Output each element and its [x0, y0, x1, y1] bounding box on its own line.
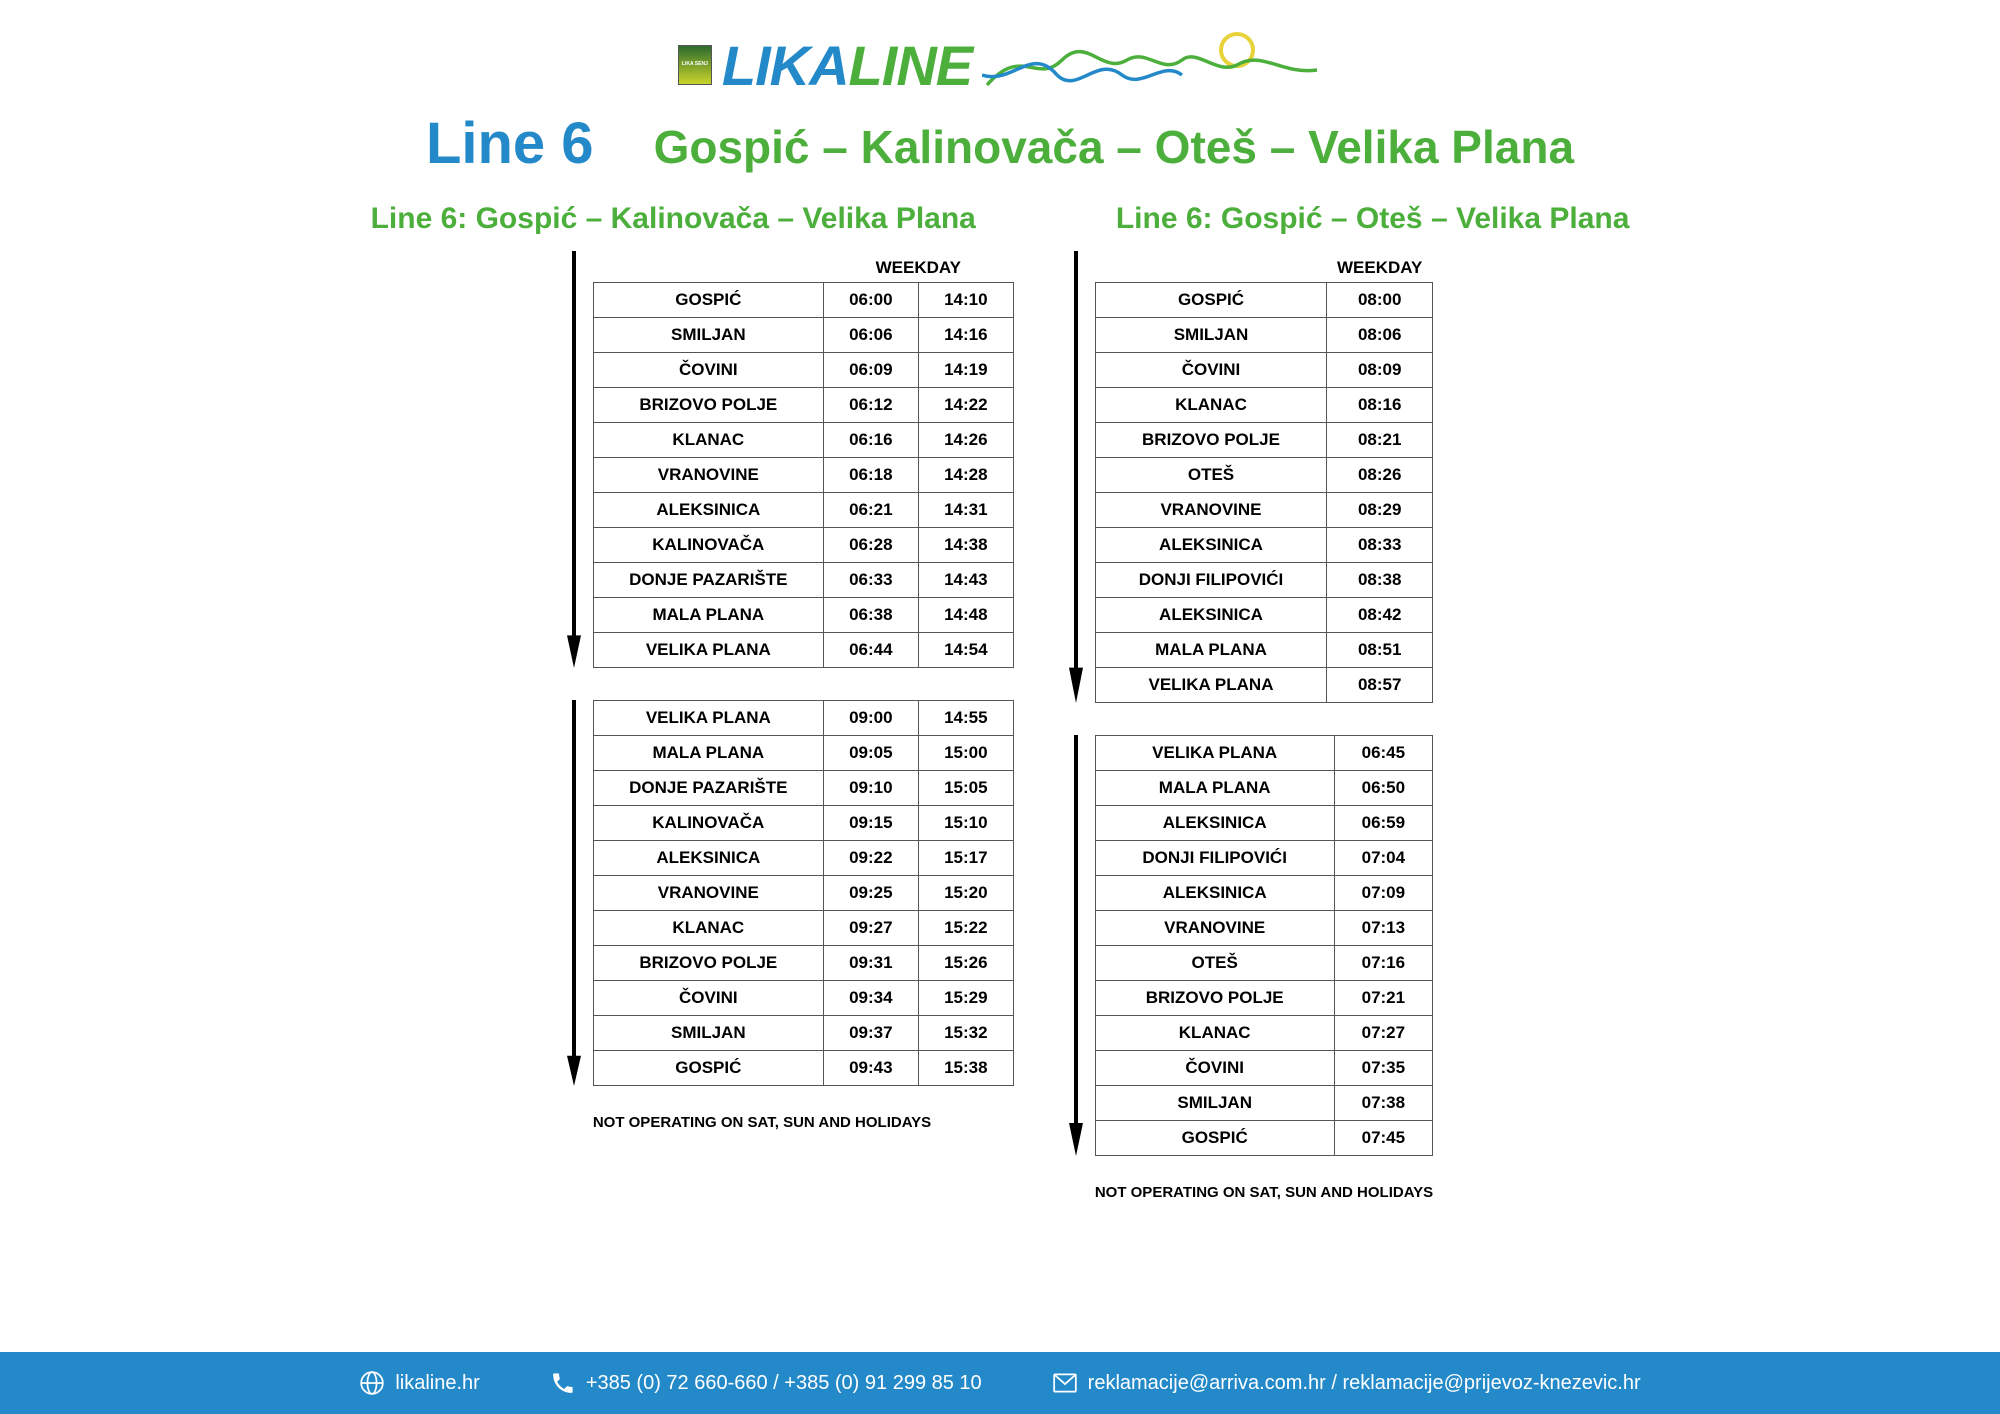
- right-table-column: WEEKDAY GOSPIĆ 08:00 SMILJAN 08:06 ČOVINI 0…: [1069, 251, 1433, 1201]
- website-link[interactable]: likaline.hr: [359, 1370, 479, 1396]
- table-row: MALA PLANA 08:51: [1095, 633, 1432, 668]
- table-row: GOSPIĆ 07:45: [1095, 1121, 1432, 1156]
- left-outbound-table[interactable]: WEEKDAY GOSPIĆ 06:00 14:10 SMILJAN 06:06 14:…: [593, 251, 1014, 668]
- table-row: VELIKA PLANA 06:44 14:54: [593, 633, 1013, 668]
- logo-swirl-icon: [982, 30, 1322, 100]
- shield-icon: LIKA SENJ: [678, 45, 712, 85]
- table-row: BRIZOVO POLJE 07:21: [1095, 981, 1432, 1016]
- table-row: KALINOVAČA 09:15 15:10: [593, 806, 1013, 841]
- table-row: VRANOVINE 08:29: [1095, 493, 1432, 528]
- globe-icon: [359, 1370, 385, 1396]
- phone-contact[interactable]: +385 (0) 72 660-660 / +385 (0) 91 299 85…: [550, 1370, 982, 1396]
- right-outbound-table[interactable]: WEEKDAY GOSPIĆ 08:00 SMILJAN 08:06 ČOVINI 0…: [1095, 251, 1433, 703]
- tables-container: WEEKDAY GOSPIĆ 06:00 14:10 SMILJAN 06:06 14:…: [0, 251, 2000, 1201]
- left-inbound-table[interactable]: VELIKA PLANA 09:00 14:55 MALA PLANA 09:05 15…: [593, 700, 1014, 1086]
- table-row: ČOVINI 06:09 14:19: [593, 353, 1013, 388]
- table-row: ČOVINI 08:09: [1095, 353, 1432, 388]
- brand-logo: LIKALINE: [722, 33, 972, 98]
- left-table-column: WEEKDAY GOSPIĆ 06:00 14:10 SMILJAN 06:06 14:…: [567, 251, 1014, 1201]
- not-operating-label-right: NOT OPERATING ON SAT, SUN AND HOLIDAYS: [1095, 1184, 1433, 1201]
- title-row: Line 6 Gospić – Kalinovača – Oteš – Veli…: [0, 110, 2000, 177]
- table-row: KLANAC 07:27: [1095, 1016, 1432, 1051]
- table-row: SMILJAN 06:06 14:16: [593, 318, 1013, 353]
- table-row: DONJE PAZARIŠTE 06:33 14:43: [593, 563, 1013, 598]
- table-row: MALA PLANA 09:05 15:00: [593, 736, 1013, 771]
- right-inbound-row: VELIKA PLANA 06:45 MALA PLANA 06:50 ALEKSI…: [1069, 735, 1433, 1156]
- table-row: VRANOVINE 07:13: [1095, 911, 1432, 946]
- phone-icon: [550, 1370, 576, 1396]
- table-row: BRIZOVO POLJE 08:21: [1095, 423, 1432, 458]
- subtitle-right: Line 6: Gospić – Oteš – Velika Plana: [1116, 202, 1630, 236]
- table-row: BRIZOVO POLJE 09:31 15:26: [593, 946, 1013, 981]
- route-title-label: Gospić – Kalinovača – Oteš – Velika Plan…: [654, 120, 1574, 174]
- table-row: GOSPIĆ 08:00: [1095, 283, 1432, 318]
- subtitle-row: Line 6: Gospić – Kalinovača – Velika Pla…: [0, 202, 2000, 236]
- right-inbound-table[interactable]: VELIKA PLANA 06:45 MALA PLANA 06:50 ALEKSI…: [1095, 735, 1433, 1156]
- table-row: VELIKA PLANA 08:57: [1095, 668, 1432, 703]
- envelope-icon: [1052, 1370, 1078, 1396]
- table-row: VELIKA PLANA 06:45: [1095, 736, 1432, 771]
- table-row: SMILJAN 09:37 15:32: [593, 1016, 1013, 1051]
- table-row: BRIZOVO POLJE 06:12 14:22: [593, 388, 1013, 423]
- not-operating-label-left: NOT OPERATING ON SAT, SUN AND HOLIDAYS: [593, 1114, 1014, 1131]
- table-row: ALEKSINICA 06:59: [1095, 806, 1432, 841]
- table-row: VRANOVINE 06:18 14:28: [593, 458, 1013, 493]
- email-contact[interactable]: reklamacije@arriva.com.hr / reklamacije@…: [1052, 1370, 1641, 1396]
- table-row: DONJI FILIPOVIĆI 08:38: [1095, 563, 1432, 598]
- direction-arrow-icon: [1069, 735, 1083, 1156]
- table-row: VRANOVINE 09:25 15:20: [593, 876, 1013, 911]
- table-row: KLANAC 08:16: [1095, 388, 1432, 423]
- table-row: KLANAC 09:27 15:22: [593, 911, 1013, 946]
- table-row: SMILJAN 07:38: [1095, 1086, 1432, 1121]
- table-row: ČOVINI 09:34 15:29: [593, 981, 1013, 1016]
- table-row: ALEKSINICA 08:33: [1095, 528, 1432, 563]
- direction-arrow-icon: [1069, 251, 1083, 703]
- table-row: OTEŠ 07:16: [1095, 946, 1432, 981]
- left-inbound-row: VELIKA PLANA 09:00 14:55 MALA PLANA 09:05 15…: [567, 700, 1014, 1086]
- table-row: ALEKSINICA 07:09: [1095, 876, 1432, 911]
- footer-bar: likaline.hr +385 (0) 72 660-660 / +385 (…: [0, 1352, 2000, 1414]
- table-row: OTEŠ 08:26: [1095, 458, 1432, 493]
- table-row: ALEKSINICA 06:21 14:31: [593, 493, 1013, 528]
- table-row: ALEKSINICA 09:22 15:17: [593, 841, 1013, 876]
- table-row: MALA PLANA 06:50: [1095, 771, 1432, 806]
- table-row: GOSPIĆ 09:43 15:38: [593, 1051, 1013, 1086]
- table-row: DONJE PAZARIŠTE 09:10 15:05: [593, 771, 1013, 806]
- table-row: MALA PLANA 06:38 14:48: [593, 598, 1013, 633]
- right-outbound-row: WEEKDAY GOSPIĆ 08:00 SMILJAN 08:06 ČOVINI 0…: [1069, 251, 1433, 703]
- logo-row: LIKA SENJ LIKALINE: [0, 0, 2000, 100]
- table-row: ALEKSINICA 08:42: [1095, 598, 1432, 633]
- direction-arrow-icon: [567, 700, 581, 1086]
- table-row: ČOVINI 07:35: [1095, 1051, 1432, 1086]
- direction-arrow-icon: [567, 251, 581, 668]
- line-number-label: Line 6: [426, 110, 594, 177]
- table-row: SMILJAN 08:06: [1095, 318, 1432, 353]
- table-row: KLANAC 06:16 14:26: [593, 423, 1013, 458]
- table-row: GOSPIĆ 06:00 14:10: [593, 283, 1013, 318]
- table-row: DONJI FILIPOVIĆI 07:04: [1095, 841, 1432, 876]
- table-row: VELIKA PLANA 09:00 14:55: [593, 701, 1013, 736]
- left-outbound-row: WEEKDAY GOSPIĆ 06:00 14:10 SMILJAN 06:06 14:…: [567, 251, 1014, 668]
- table-row: KALINOVAČA 06:28 14:38: [593, 528, 1013, 563]
- subtitle-left: Line 6: Gospić – Kalinovača – Velika Pla…: [371, 202, 976, 236]
